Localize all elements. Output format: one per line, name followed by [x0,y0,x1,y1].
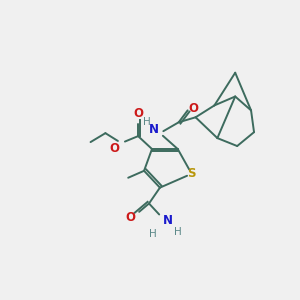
Text: H: H [143,117,151,127]
Text: O: O [109,142,119,154]
Text: O: O [189,102,199,115]
Text: H: H [149,229,157,239]
Text: O: O [133,107,143,120]
Text: S: S [188,167,196,180]
Text: H: H [174,227,182,237]
Text: N: N [163,214,173,227]
Text: O: O [125,211,135,224]
Text: N: N [149,123,159,136]
